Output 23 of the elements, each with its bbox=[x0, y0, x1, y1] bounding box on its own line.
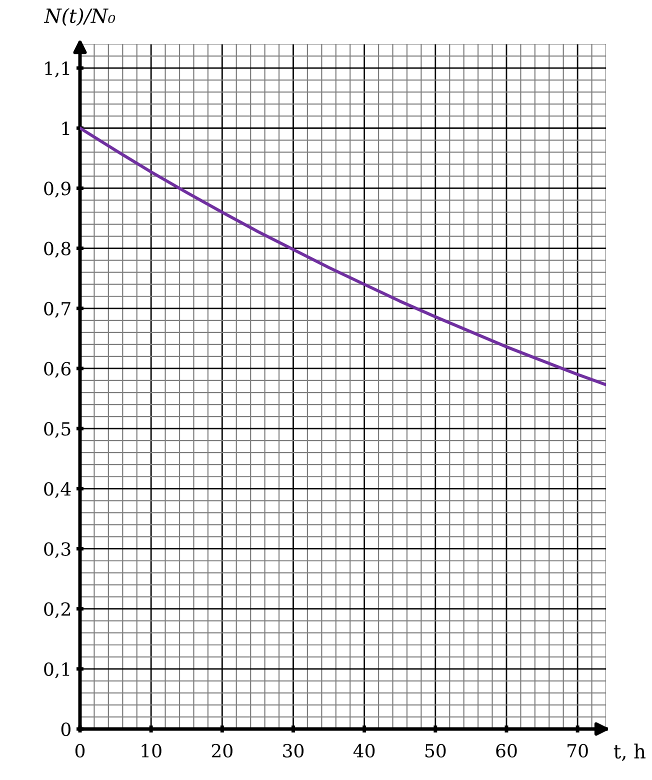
x-tick-label: 50 bbox=[425, 744, 446, 758]
y-tick-label: 0,1 bbox=[44, 662, 70, 678]
y-tick-label: 0,9 bbox=[44, 182, 70, 198]
y-tick-label: 0,3 bbox=[44, 542, 70, 558]
y-tick-label: 0 bbox=[61, 722, 70, 736]
line-series bbox=[80, 126, 606, 386]
x-tick-label: 70 bbox=[568, 744, 588, 758]
x-tick-label: 30 bbox=[283, 744, 304, 758]
y-tick-label: 1 bbox=[62, 122, 70, 135]
x-tick-label: 0 bbox=[75, 744, 85, 758]
x-tick-label: 40 bbox=[353, 744, 375, 758]
y-tick-label: 0,6 bbox=[44, 362, 71, 378]
y-tick-label: 0,7 bbox=[44, 302, 70, 318]
x-axis-title: t, h bbox=[614, 744, 646, 761]
y-tick-label: 0,5 bbox=[44, 422, 70, 438]
y-tick-label: 0,8 bbox=[44, 242, 70, 258]
x-tick-label: 20 bbox=[212, 744, 232, 758]
y-tick-label: 0,2 bbox=[44, 602, 70, 618]
y-tick-label: 0,4 bbox=[44, 482, 71, 498]
y-axis-title: N(t)/N₀ bbox=[44, 8, 116, 26]
x-tick-label: 60 bbox=[496, 744, 517, 758]
y-tick-label: 1,1 bbox=[45, 61, 70, 78]
x-tick-label: 10 bbox=[142, 744, 162, 758]
